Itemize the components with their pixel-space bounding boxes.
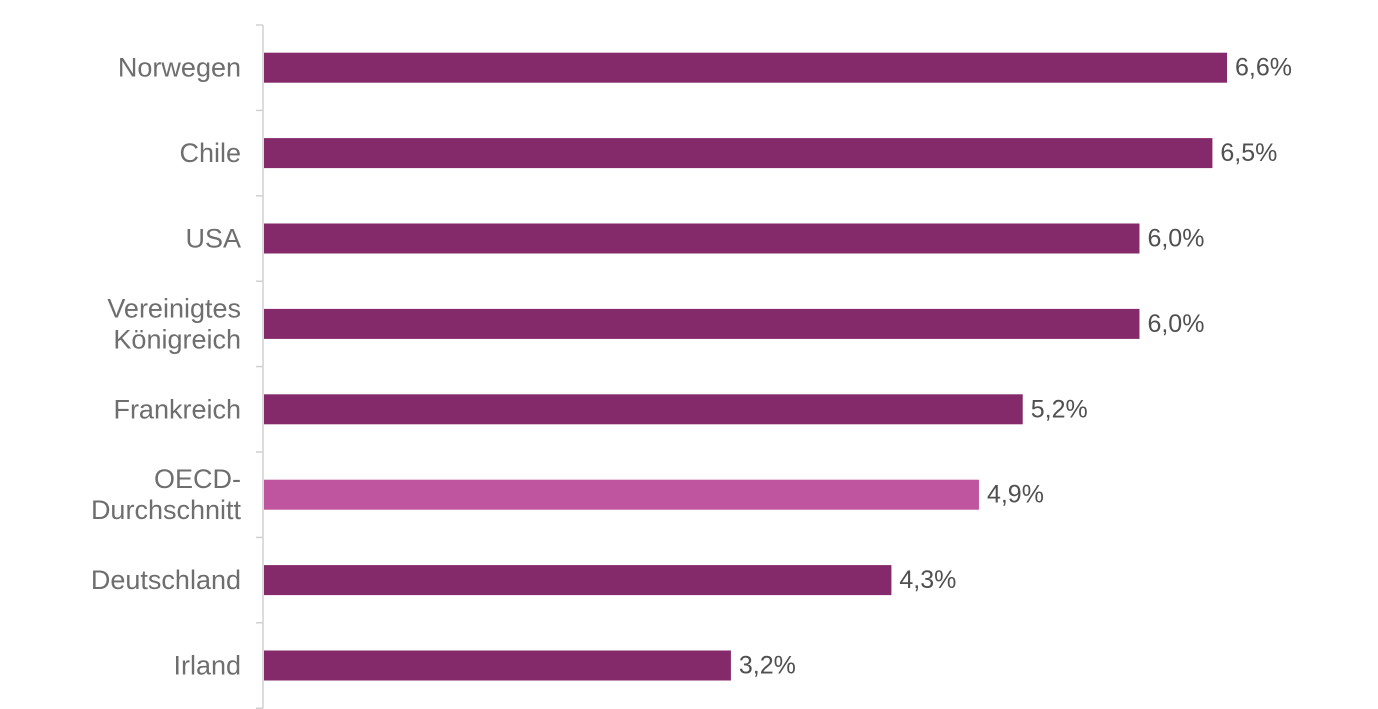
category-label: Frankreich <box>113 394 241 424</box>
category-label: Vereinigtes Königreich <box>107 293 241 354</box>
value-label: 3,2% <box>739 652 796 680</box>
value-label: 5,2% <box>1031 395 1088 423</box>
category-label: Norwegen <box>118 53 241 83</box>
category-label-line: Vereinigtes <box>107 293 241 323</box>
value-label: 6,5% <box>1220 139 1277 167</box>
category-label-line: Irland <box>173 651 241 681</box>
category-label: Irland <box>173 651 241 681</box>
bar <box>264 479 979 510</box>
category-label: USA <box>185 224 241 254</box>
bar <box>264 223 1140 254</box>
bar <box>264 394 1023 425</box>
category-label-line: Norwegen <box>118 53 241 83</box>
value-label: 4,3% <box>899 566 956 594</box>
bars <box>264 52 1227 681</box>
value-label: 6,6% <box>1235 54 1292 82</box>
category-label-line: Königreich <box>113 324 241 354</box>
y-axis <box>256 24 264 709</box>
value-labels: 6,6% 6,5% 6,0% 6,0% 5,2% 4,9% 4,3% 3,2% <box>739 54 1292 680</box>
category-label-line: OECD- <box>154 464 241 494</box>
bar <box>264 138 1213 169</box>
category-label: Deutschland <box>91 565 241 595</box>
category-label-line: USA <box>185 224 241 254</box>
category-labels: Norwegen Chile USA Vereinigtes Königreich Fra… <box>91 53 242 681</box>
value-label: 6,0% <box>1147 225 1204 253</box>
value-label: 6,0% <box>1147 310 1204 338</box>
category-label: OECD-Durchschnitt <box>91 464 242 525</box>
category-label-line: Deutschland <box>91 565 241 595</box>
category-label-line: Chile <box>179 138 241 168</box>
value-label: 4,9% <box>987 481 1044 509</box>
bar <box>264 650 731 681</box>
bar <box>264 52 1227 83</box>
bar <box>264 565 892 596</box>
bar <box>264 308 1140 339</box>
category-label: Chile <box>179 138 241 168</box>
category-label-line: Frankreich <box>113 394 241 424</box>
category-label-line: Durchschnitt <box>91 495 242 525</box>
